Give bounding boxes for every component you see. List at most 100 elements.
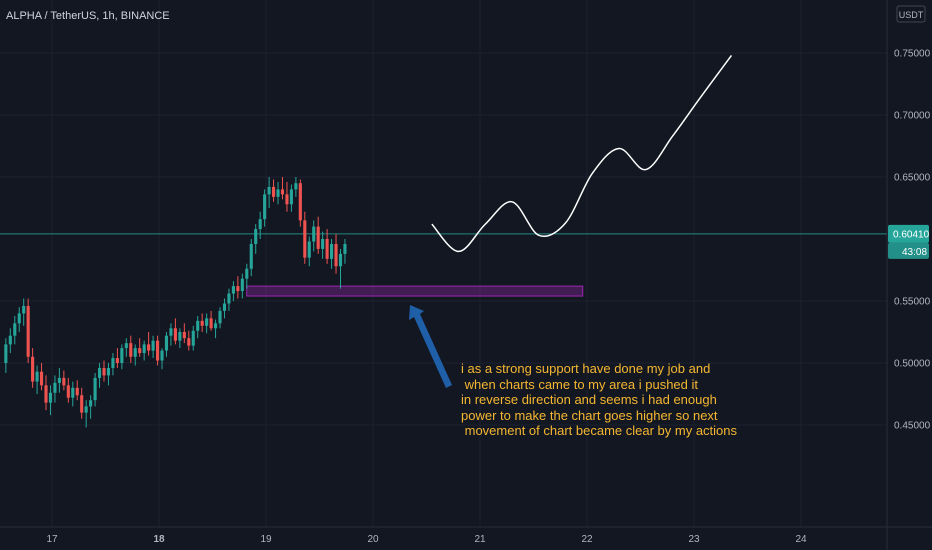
candle-body bbox=[213, 323, 218, 329]
annotation-line: power to make the chart goes higher so n… bbox=[461, 407, 718, 423]
candle-body bbox=[272, 186, 276, 197]
candle-body bbox=[267, 186, 271, 195]
candle-body bbox=[227, 293, 231, 304]
candle-body bbox=[245, 268, 249, 279]
currency-button[interactable] bbox=[896, 5, 926, 23]
price-axis[interactable]: 0.75000 0.70000 0.65000 0.55000 0.50000 0.450… bbox=[886, 0, 931, 550]
candle-body bbox=[182, 332, 186, 339]
candle-body bbox=[57, 377, 61, 383]
candle-body bbox=[191, 330, 195, 346]
annotation-line: movement of chart became clear by my act… bbox=[461, 423, 738, 438]
candle-body bbox=[22, 305, 26, 314]
candle-body bbox=[142, 344, 146, 354]
price-tick-label: 0.65000 bbox=[894, 173, 931, 184]
time-tick-label: 22 bbox=[581, 534, 593, 545]
candle-body bbox=[106, 367, 111, 376]
candle-body bbox=[160, 350, 164, 361]
candle-body bbox=[35, 371, 39, 382]
candle-body bbox=[151, 340, 155, 351]
candle-body bbox=[120, 348, 124, 363]
candle-body bbox=[133, 348, 137, 357]
arrow-icon bbox=[409, 305, 452, 388]
candle-body bbox=[294, 183, 298, 190]
price-tick-label: 0.45000 bbox=[894, 421, 931, 432]
time-axis[interactable]: 17 18 19 20 21 22 23 24 bbox=[0, 526, 932, 545]
time-tick-label: 24 bbox=[795, 534, 807, 545]
candle-body bbox=[289, 189, 293, 205]
price-tick-label: 0.50000 bbox=[894, 359, 931, 370]
arrow-layer bbox=[409, 305, 452, 388]
chart-grid bbox=[0, 0, 887, 527]
candle-body bbox=[187, 338, 191, 346]
candle-body bbox=[254, 229, 258, 244]
candle-body bbox=[240, 278, 244, 292]
candle-body bbox=[155, 340, 160, 361]
candle-body bbox=[231, 286, 235, 294]
candle-body bbox=[338, 253, 343, 267]
candle-body bbox=[53, 382, 57, 393]
candle-body bbox=[316, 226, 320, 249]
candle-body bbox=[147, 344, 151, 351]
annotation-note: i as a strong support have done my job a… bbox=[461, 361, 737, 439]
candle-body bbox=[249, 243, 253, 269]
annotation-line: in reverse direction and seems i had eno… bbox=[461, 392, 717, 407]
candle-body bbox=[303, 220, 307, 258]
last-price-tag bbox=[888, 224, 929, 243]
candle-body bbox=[173, 328, 177, 341]
candle-body bbox=[4, 344, 8, 363]
projection-layer bbox=[431, 55, 733, 253]
time-tick-label: 18 bbox=[153, 534, 165, 545]
candle-body bbox=[164, 335, 169, 351]
candle-body bbox=[26, 305, 30, 357]
candle-body bbox=[39, 371, 44, 386]
candle-body bbox=[93, 377, 97, 401]
candle-body bbox=[48, 392, 53, 403]
candle-body bbox=[307, 241, 311, 258]
candle-body bbox=[169, 328, 173, 336]
candle-body bbox=[312, 226, 316, 242]
price-tags: 0.60410 43:08 USDT bbox=[888, 5, 930, 259]
candle-body bbox=[334, 243, 338, 267]
candle-body bbox=[222, 303, 227, 311]
candle-body bbox=[209, 318, 213, 329]
time-tick-label: 23 bbox=[688, 534, 700, 545]
candle-body bbox=[200, 320, 204, 326]
candle-body bbox=[280, 189, 285, 195]
candle-body bbox=[218, 310, 222, 324]
candle-body bbox=[325, 239, 329, 259]
candle-body bbox=[66, 385, 70, 398]
candle-body bbox=[17, 313, 21, 324]
candle-body bbox=[330, 243, 334, 259]
currency-button-label[interactable]: USDT bbox=[899, 10, 924, 20]
candle-body bbox=[89, 400, 93, 407]
support-zone[interactable] bbox=[246, 285, 584, 297]
price-tick-label: 0.55000 bbox=[894, 297, 931, 308]
candle-body bbox=[129, 343, 133, 357]
annotation-line: i as a strong support have done my job a… bbox=[461, 361, 711, 376]
countdown-tag bbox=[888, 242, 929, 259]
candle-body bbox=[80, 395, 84, 413]
candle-body bbox=[285, 194, 289, 205]
candle-body bbox=[263, 194, 267, 220]
candle-body bbox=[236, 286, 240, 292]
time-tick-label: 21 bbox=[474, 534, 486, 545]
last-price-value: 0.60410 bbox=[893, 229, 930, 240]
price-tick-label: 0.75000 bbox=[894, 49, 931, 60]
candle-body bbox=[124, 343, 128, 349]
candle-body bbox=[196, 320, 200, 331]
candle-body bbox=[97, 367, 102, 378]
candle-body bbox=[276, 189, 280, 197]
candle-body bbox=[298, 183, 302, 221]
candle-body bbox=[84, 406, 88, 413]
candle-body bbox=[258, 219, 262, 230]
candle-body bbox=[138, 348, 142, 354]
annotation-line: when charts came to my area i pushed it bbox=[461, 376, 699, 392]
time-tick-label: 19 bbox=[260, 534, 272, 545]
candle-body bbox=[205, 318, 209, 326]
projection-curve bbox=[431, 55, 733, 253]
candle-body bbox=[8, 335, 12, 345]
candle-body bbox=[115, 358, 119, 363]
candle-body bbox=[102, 367, 106, 376]
candle-body bbox=[13, 323, 17, 336]
